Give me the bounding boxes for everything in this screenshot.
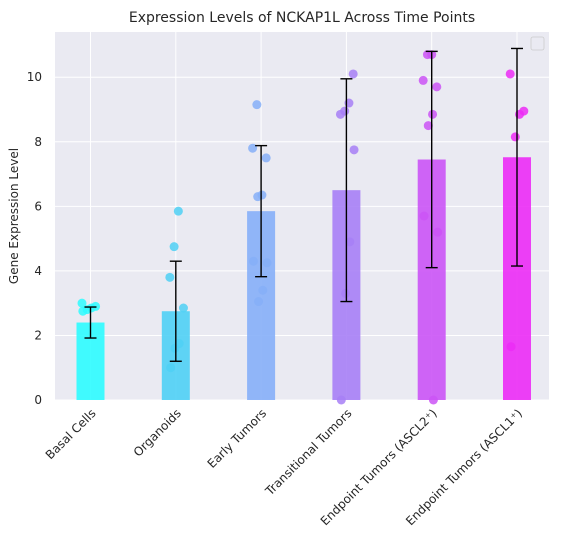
data-point <box>253 192 263 202</box>
legend-box <box>530 36 545 51</box>
x-tick-label: Transitional Tumors <box>262 406 355 499</box>
data-point <box>248 256 258 266</box>
data-point <box>419 211 429 221</box>
data-point <box>348 69 358 79</box>
data-point <box>349 145 359 155</box>
data-point <box>510 132 520 142</box>
data-point <box>345 237 355 247</box>
data-point <box>341 288 351 298</box>
data-point <box>77 298 87 308</box>
y-tick-label: 10 <box>27 70 42 84</box>
data-point <box>336 395 346 405</box>
data-point <box>173 206 183 216</box>
data-point <box>262 258 272 268</box>
y-tick-labels: 0 2 4 6 8 10 <box>27 70 42 407</box>
data-point <box>169 242 179 252</box>
data-point <box>335 109 345 119</box>
data-point <box>258 285 268 295</box>
data-point <box>165 272 175 282</box>
data-point <box>254 297 264 307</box>
error-bars <box>84 47 523 362</box>
x-tick-label: Organoids <box>131 406 184 459</box>
chart-title: Expression Levels of NCKAP1L Across Time… <box>129 10 475 26</box>
data-point <box>433 227 443 237</box>
y-tick-label: 4 <box>34 264 42 278</box>
x-tick-label: Early Tumors <box>205 406 270 471</box>
data-point <box>428 395 438 405</box>
bars <box>76 157 531 400</box>
data-point <box>170 343 180 353</box>
data-point <box>166 363 176 373</box>
data-point <box>423 121 433 131</box>
data-point <box>261 153 271 163</box>
y-tick-label: 0 <box>34 393 42 407</box>
x-tick-labels: Basal Cells Organoids Early TumorsTransiti… <box>43 406 525 528</box>
plot-background <box>55 32 549 400</box>
data-point <box>178 303 188 313</box>
y-axis-label: Gene Expression Level <box>7 148 21 284</box>
data-point <box>422 50 432 60</box>
data-point <box>418 75 428 85</box>
x-tick-label: Basal Cells <box>43 406 99 462</box>
data-point <box>428 109 438 119</box>
data-point <box>78 306 88 316</box>
y-tick-label: 8 <box>34 135 42 149</box>
y-tick-label: 6 <box>34 199 42 213</box>
y-tick-label: 2 <box>34 328 42 342</box>
data-point <box>506 342 516 352</box>
data-point <box>248 143 258 153</box>
data-point <box>432 82 442 92</box>
data-point <box>252 100 262 110</box>
data-point <box>505 69 515 79</box>
data-points <box>77 50 529 405</box>
